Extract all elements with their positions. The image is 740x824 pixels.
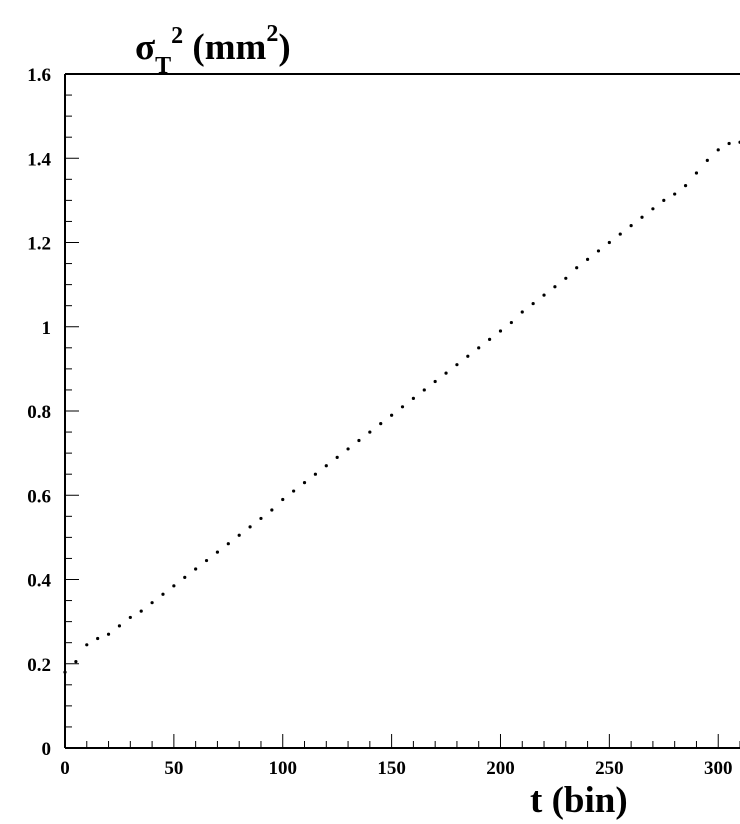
y-tick-label: 1.2	[27, 234, 51, 255]
data-point	[270, 508, 274, 512]
data-point	[215, 550, 220, 554]
data-point	[477, 346, 481, 350]
x-tick-label: 200	[486, 758, 515, 779]
minor-ticks	[65, 94, 740, 748]
data-point	[63, 670, 67, 674]
data-point	[74, 660, 78, 664]
x-tick-label: 300	[704, 758, 733, 779]
data-point	[487, 337, 492, 341]
data-point	[117, 624, 122, 628]
y-tick-label: 1.4	[27, 149, 51, 170]
data-point	[368, 430, 372, 434]
data-point	[542, 293, 546, 297]
data-point	[509, 320, 513, 325]
data-point	[128, 615, 132, 620]
data-point	[433, 379, 437, 384]
data-point	[226, 542, 230, 546]
data-point	[324, 464, 328, 468]
data-point	[150, 601, 154, 605]
data-point	[575, 266, 579, 270]
data-point	[618, 232, 622, 236]
data-point	[596, 249, 601, 253]
x-axis-ticks: 0 50 100 150 200 250 300	[60, 734, 732, 779]
data-point	[585, 257, 590, 261]
data-point	[172, 584, 176, 588]
data-point	[705, 158, 709, 162]
data-point	[498, 329, 503, 333]
data-point	[629, 224, 633, 228]
data-point	[390, 413, 394, 417]
y-tick-label: 0	[42, 739, 52, 760]
data-point	[564, 276, 568, 280]
data-point	[640, 215, 644, 219]
data-point	[651, 207, 655, 211]
y-tick-label: 1	[42, 318, 52, 339]
data-point	[302, 481, 307, 485]
x-tick-label: 0	[60, 758, 70, 779]
data-point	[281, 497, 285, 502]
y-axis-ticks: 0 0.2 0.4 0.6 0.8 1 1.2 1.4 1.6	[27, 65, 79, 760]
y-tick-label: 0.2	[27, 655, 51, 676]
data-point	[313, 472, 318, 476]
x-tick-label: 150	[377, 758, 406, 779]
data-point	[379, 422, 383, 426]
data-point	[346, 447, 350, 451]
y-tick-label: 1.6	[27, 65, 51, 86]
data-point	[727, 141, 731, 146]
data-point	[259, 516, 263, 521]
data-point	[673, 192, 677, 196]
y-tick-label: 0.4	[27, 571, 51, 592]
x-tick-label: 50	[164, 758, 183, 779]
data-point	[96, 636, 100, 641]
data-point	[237, 533, 241, 537]
y-axis-title: σT2 (mm2)	[135, 21, 291, 79]
data-point	[531, 301, 535, 306]
data-point	[85, 643, 89, 647]
data-point	[248, 525, 252, 529]
y-tick-label: 0.8	[27, 402, 51, 423]
data-point	[520, 310, 524, 314]
data-point	[139, 609, 143, 613]
data-point	[553, 285, 557, 289]
data-point	[183, 575, 187, 579]
data-point	[204, 558, 209, 563]
data-point	[335, 455, 339, 459]
y-tick-label: 0.6	[27, 486, 51, 507]
data-point	[357, 438, 361, 443]
data-point	[683, 184, 688, 188]
data-series	[63, 140, 740, 674]
data-point	[662, 198, 666, 202]
data-point	[607, 240, 611, 245]
data-point	[411, 396, 415, 400]
data-point	[161, 592, 165, 596]
data-point	[694, 171, 699, 175]
data-point	[292, 489, 296, 493]
data-point	[455, 363, 459, 367]
data-point	[106, 632, 111, 636]
data-point	[716, 148, 720, 152]
data-point	[400, 405, 405, 409]
x-axis-title: t (bin)	[530, 780, 628, 821]
x-tick-label: 100	[268, 758, 297, 779]
x-tick-label: 250	[595, 758, 624, 779]
data-point	[444, 371, 448, 375]
data-point	[466, 354, 470, 358]
data-point	[194, 567, 198, 571]
data-point	[422, 388, 426, 392]
